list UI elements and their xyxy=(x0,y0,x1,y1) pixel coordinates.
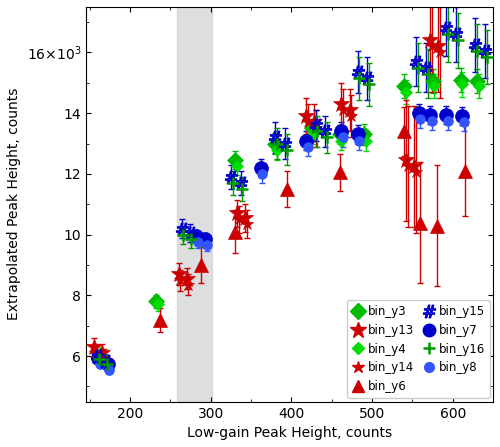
Legend: bin_y3, bin_y13, bin_y4, bin_y14, bin_y6, bin_y15, bin_y7, bin_y16, bin_y8: bin_y3, bin_y13, bin_y4, bin_y14, bin_y6… xyxy=(348,300,490,398)
X-axis label: Low-gain Peak Height, counts: Low-gain Peak Height, counts xyxy=(187,426,392,440)
Y-axis label: Extrapolated Peak Height, counts: Extrapolated Peak Height, counts xyxy=(7,88,21,320)
Bar xyxy=(177,7,212,402)
